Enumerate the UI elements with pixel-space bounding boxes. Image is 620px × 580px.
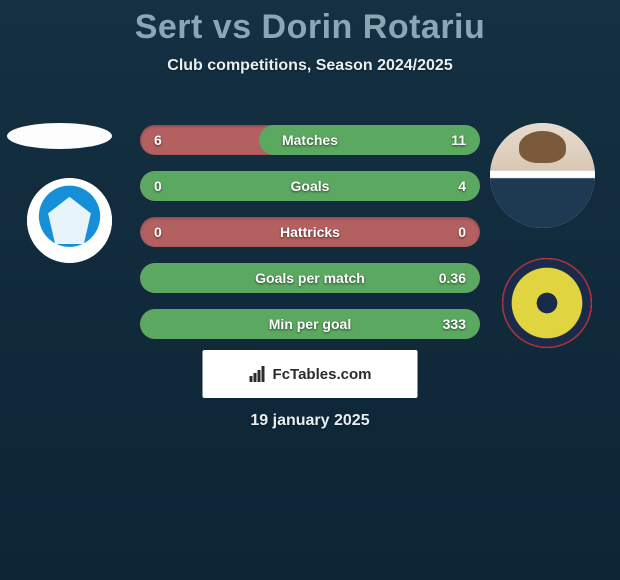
brand-footer[interactable]: FcTables.com [203,350,418,398]
stat-row: 0 Goals 4 [140,171,480,201]
stat-right-value: 333 [443,316,466,332]
brand-label: FcTables.com [273,366,372,383]
stat-right-value: 11 [451,132,466,148]
stat-label: Hattricks [280,224,340,240]
stat-left-value: 0 [154,224,162,240]
date-text: 19 january 2025 [0,412,620,430]
player1-club-badge [27,178,112,263]
stat-left-value: 6 [154,132,162,148]
stat-label: Goals per match [255,270,365,286]
stats-container: 6 Matches 11 0 Goals 4 0 Hattricks 0 Goals per ma… [140,125,480,355]
stat-row: Min per goal 333 [140,309,480,339]
stat-right-value: 0 [458,224,466,240]
subtitle: Club competitions, Season 2024/2025 [0,57,620,75]
stat-row: 6 Matches 11 [140,125,480,155]
stat-right-value: 4 [458,178,466,194]
stat-label: Matches [282,132,338,148]
erzurumspor-icon [27,178,112,263]
player-face-icon [490,123,595,228]
player2-photo [490,123,595,228]
stat-label: Min per goal [269,316,351,332]
stat-left-value: 0 [154,178,162,194]
player2-club-badge [502,258,592,348]
player1-photo-placeholder [7,123,112,149]
ankaragucu-icon [502,258,592,348]
stat-row: 0 Hattricks 0 [140,217,480,247]
page-title: Sert vs Dorin Rotariu [0,0,620,47]
stat-label: Goals [291,178,330,194]
stat-row: Goals per match 0.36 [140,263,480,293]
stat-right-value: 0.36 [439,270,466,286]
chart-icon [249,365,267,383]
